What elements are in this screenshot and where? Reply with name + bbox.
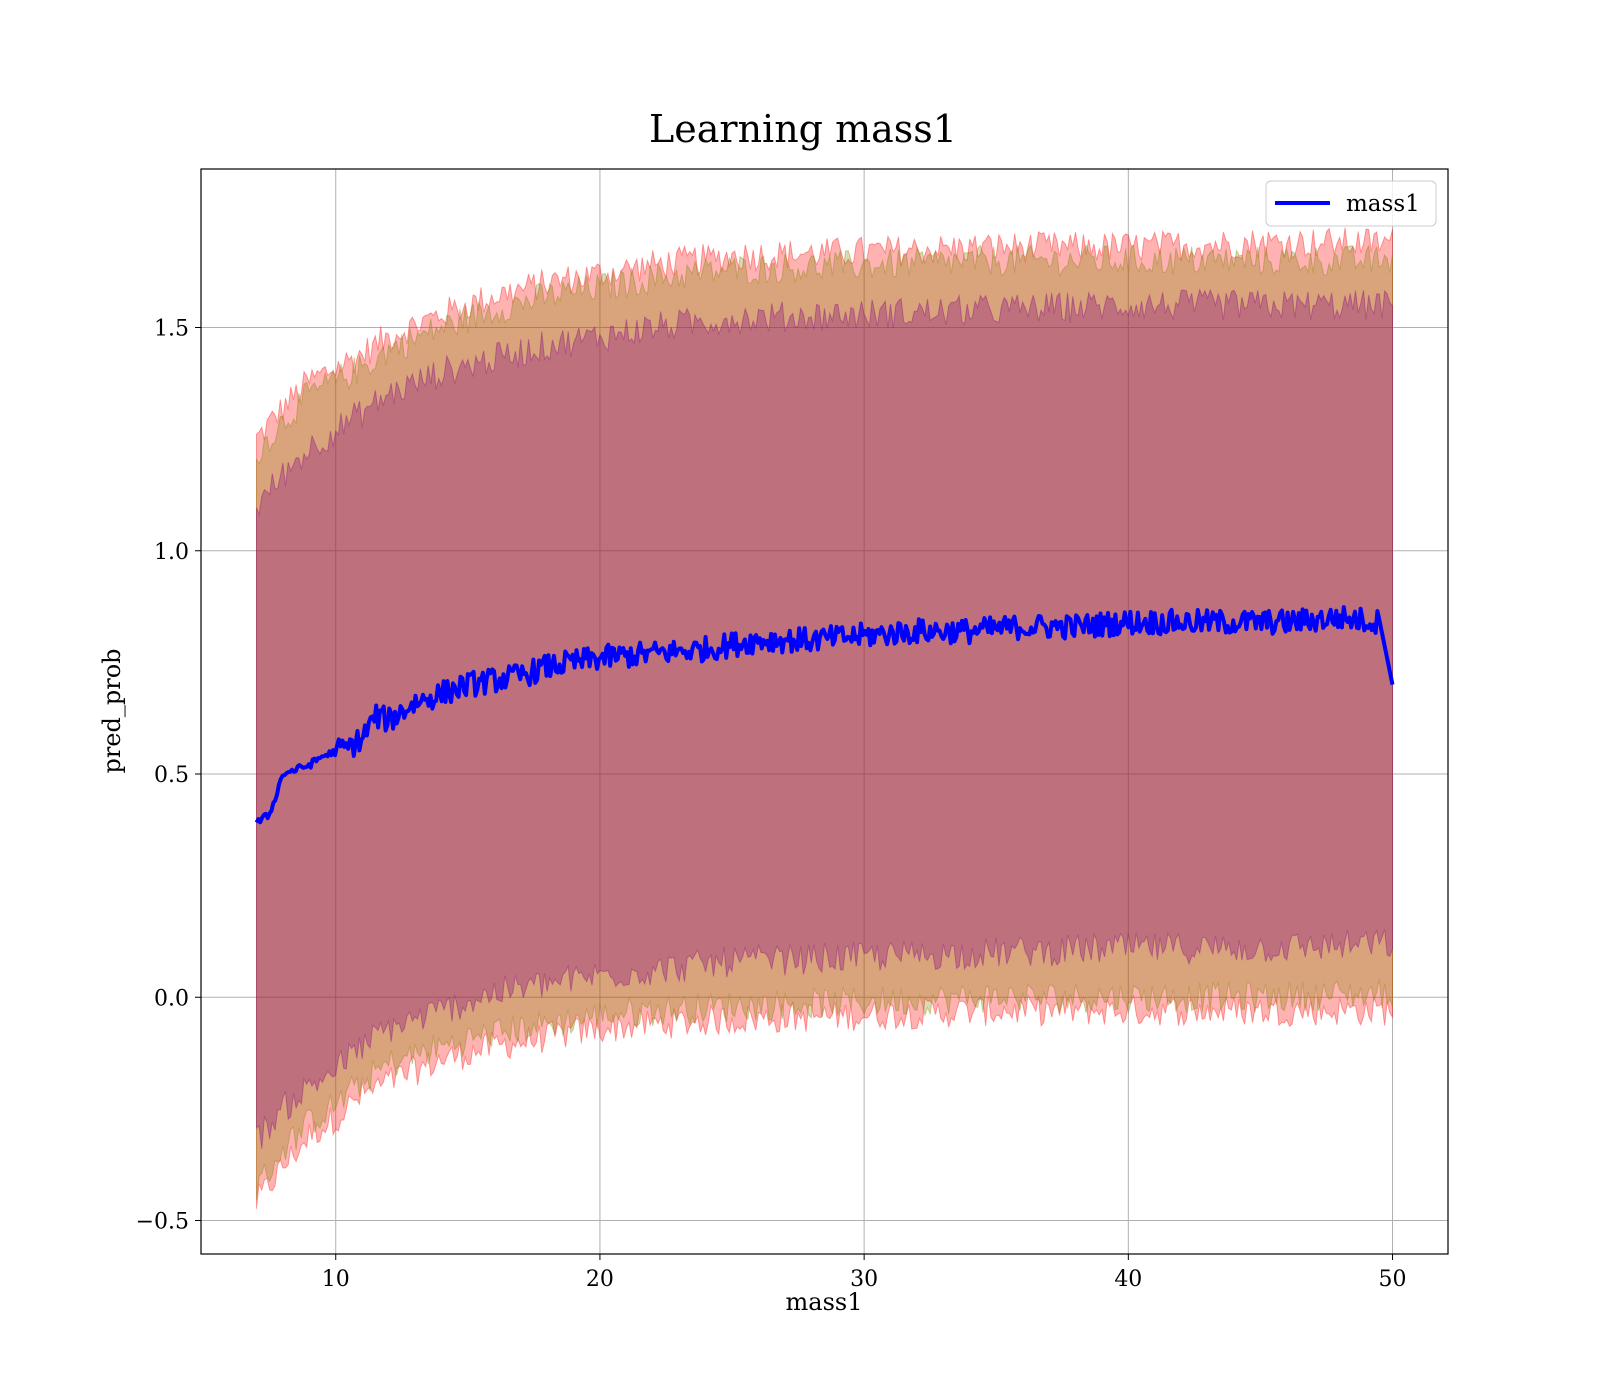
plot-frame [200,168,1449,1255]
y-tick-label: 1.0 [154,540,189,565]
confidence-bands [256,227,1393,1209]
confidence-band-inner [256,288,1393,1150]
y-tick-label: 1.5 [154,317,189,342]
y-tick-label: 0.0 [154,986,189,1011]
series-lines [254,605,1395,825]
legend-box [1265,180,1437,227]
legend: mass1 [1265,180,1437,227]
legend-label-mass1: mass1 [1346,191,1420,217]
y-tick-label: 0.5 [154,763,189,788]
x-tick-label: 20 [586,1267,614,1292]
y-tick-label: −0.5 [136,1210,189,1235]
x-tick-label: 50 [1379,1267,1407,1292]
x-axis-label: mass1 [786,1288,863,1316]
x-tick-label: 10 [322,1267,350,1292]
axis-ticks: 10 20 30 40 50 −0.5 0.0 0.5 1.0 1.5 [136,317,1407,1292]
y-axis-label: pred_prob [98,648,126,773]
confidence-band-middle [256,243,1393,1200]
chart-title: Learning mass1 [649,107,957,151]
confidence-band-outer [256,227,1393,1209]
x-tick-label: 30 [850,1267,878,1292]
x-tick-label: 40 [1114,1267,1142,1292]
grid [201,169,1448,1254]
series-line-mass1 [254,605,1395,825]
